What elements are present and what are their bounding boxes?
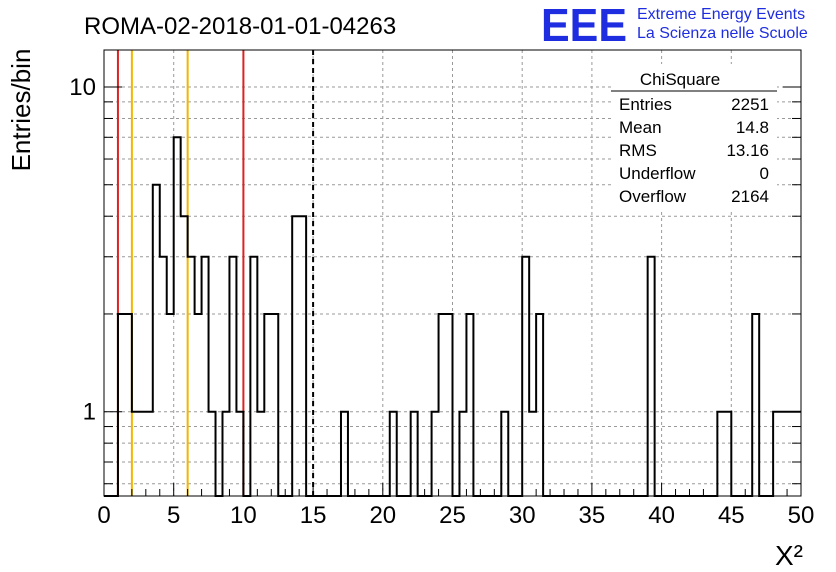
histogram-bin xyxy=(341,412,348,496)
stat-label-overflow: Overflow xyxy=(619,187,687,206)
x-tick-label: 30 xyxy=(509,502,536,529)
eee-logo: EEE Extreme Energy Events La Scienza nel… xyxy=(541,0,808,51)
stat-value-underflow: 0 xyxy=(760,164,769,183)
y-axis-label: Entries/bin xyxy=(6,49,36,172)
stats-box-title: ChiSquare xyxy=(640,70,720,89)
histogram-bin xyxy=(459,412,466,496)
histogram-bin xyxy=(466,314,473,496)
histogram-bin xyxy=(752,314,759,496)
x-tick-label: 50 xyxy=(788,502,815,529)
stat-label-rms: RMS xyxy=(619,141,657,160)
histogram-bin xyxy=(181,216,188,496)
stat-value-mean: 14.8 xyxy=(736,118,769,137)
histogram-bin xyxy=(773,412,780,496)
histogram-bin xyxy=(132,412,139,496)
stat-label-underflow: Underflow xyxy=(619,164,696,183)
histogram-bin xyxy=(501,412,508,496)
histogram-bin xyxy=(264,314,271,496)
histogram-bin xyxy=(250,257,257,496)
x-tick-label: 0 xyxy=(97,502,110,529)
histogram-bin xyxy=(292,216,299,496)
histogram-bin xyxy=(446,314,453,496)
histogram-bin xyxy=(118,314,125,496)
histogram-bin xyxy=(780,412,787,496)
y-tick-label: 10 xyxy=(69,74,96,101)
axes-layer: 0 5 10 15 20 25 30 35 40 45 50 1 10 xyxy=(69,74,814,529)
histogram-bin xyxy=(153,185,160,496)
x-tick-label: 35 xyxy=(579,502,606,529)
logo-line-1: Extreme Energy Events xyxy=(637,6,805,23)
x-tick-label: 20 xyxy=(369,502,396,529)
x-tick-label: 40 xyxy=(648,502,675,529)
histogram-bin xyxy=(195,314,202,496)
histogram-bin xyxy=(648,257,655,496)
x-tick-label: 5 xyxy=(167,502,180,529)
histogram-bin xyxy=(202,257,209,496)
x-tick-label: 45 xyxy=(718,502,745,529)
stat-label-mean: Mean xyxy=(619,118,662,137)
stat-value-rms: 13.16 xyxy=(726,141,769,160)
histogram-bin xyxy=(229,257,236,496)
x-tick-label: 25 xyxy=(439,502,466,529)
chart-title: ROMA-02-2018-01-01-04263 xyxy=(84,13,396,40)
histogram-bin xyxy=(536,314,543,496)
histogram-bin xyxy=(167,314,174,496)
histogram-bin xyxy=(125,314,132,496)
histogram-bin xyxy=(432,412,439,496)
histogram-bin xyxy=(724,412,731,496)
stat-value-entries: 2251 xyxy=(731,95,769,114)
histogram-bin xyxy=(439,314,446,496)
histogram-bin xyxy=(390,412,397,496)
stat-label-entries: Entries xyxy=(619,95,672,114)
stats-box-background xyxy=(611,64,777,210)
histogram-bin xyxy=(299,216,306,496)
histogram-bin xyxy=(522,257,529,496)
histogram-bin xyxy=(411,412,418,496)
x-axis-label: X² xyxy=(775,540,803,571)
histogram-bin xyxy=(188,257,195,496)
eee-logo-text: EEE xyxy=(541,0,627,51)
histogram-bin xyxy=(271,314,278,496)
logo-line-2: La Scienza nelle Scuole xyxy=(637,25,808,42)
y-tick-label: 1 xyxy=(83,399,96,426)
histogram-bin xyxy=(236,412,243,496)
histogram-bin xyxy=(717,412,724,496)
histogram-bin xyxy=(209,412,216,496)
plot-frame xyxy=(103,49,802,497)
histogram-bin xyxy=(146,412,153,496)
histogram-bin xyxy=(174,137,181,496)
stat-value-overflow: 2164 xyxy=(731,187,769,206)
x-tick-label: 15 xyxy=(300,502,327,529)
histogram-bin xyxy=(529,412,536,496)
histogram-bin xyxy=(160,257,167,496)
histogram-bin xyxy=(257,412,264,496)
stats-box: ChiSquare Entries 2251 Mean 14.8 RMS 13.… xyxy=(611,64,777,210)
histogram-bin xyxy=(139,412,146,496)
x-tick-label: 10 xyxy=(230,502,257,529)
histogram-bin xyxy=(222,412,229,496)
